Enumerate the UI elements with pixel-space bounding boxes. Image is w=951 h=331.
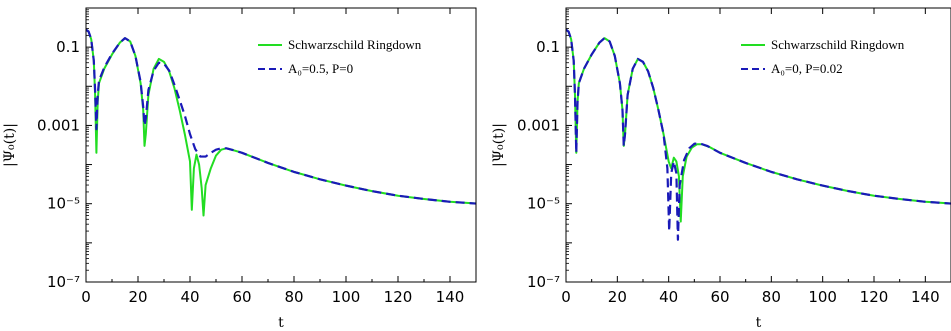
chart-panel-1: 0 20 40 60 80 100 120 140 10⁻⁷ 10⁻⁵ 0.001 0.1 t |Ψ₀(t… bbox=[2, 8, 476, 331]
x-tick-label: 80 bbox=[762, 288, 781, 306]
x-tick-label: 20 bbox=[608, 288, 627, 306]
x-axis-label: t bbox=[756, 315, 762, 331]
x-tick-label: 0 bbox=[561, 288, 571, 306]
legend-label: A₀=0, P=0.02 bbox=[771, 61, 843, 76]
chart-panel-2: 0 20 40 60 80 100 120 140 10⁻⁷ 10⁻⁵ 0.001 0.1 t |Ψ₀(t… bbox=[491, 8, 951, 331]
legend: Schwarzschild Ringdown A₀=0.5, P=0 bbox=[258, 37, 422, 76]
legend-label: Schwarzschild Ringdown bbox=[288, 37, 422, 52]
x-tick-label: 60 bbox=[232, 288, 251, 306]
x-tick-label: 140 bbox=[911, 288, 940, 306]
y-axis-label: |Ψ₀(t)| bbox=[2, 123, 18, 167]
x-tick-label: 60 bbox=[710, 288, 729, 306]
x-tick-label: 80 bbox=[284, 288, 303, 306]
x-tick-label: 40 bbox=[659, 288, 678, 306]
y-tick-label: 0.001 bbox=[517, 116, 560, 134]
x-tick-label: 140 bbox=[436, 288, 465, 306]
series-line-2 bbox=[86, 30, 476, 204]
x-tick-label: 100 bbox=[808, 288, 837, 306]
legend-label: A₀=0.5, P=0 bbox=[288, 61, 353, 76]
y-tick-label: 10⁻⁷ bbox=[527, 273, 560, 291]
x-axis-label: t bbox=[278, 315, 284, 331]
y-tick-label: 0.1 bbox=[536, 38, 560, 56]
legend-label: Schwarzschild Ringdown bbox=[771, 37, 905, 52]
y-tick-label: 10⁻⁵ bbox=[47, 195, 80, 213]
x-tick-label: 100 bbox=[332, 288, 361, 306]
x-tick-label: 0 bbox=[81, 288, 91, 306]
y-tick-label: 10⁻⁷ bbox=[47, 273, 80, 291]
legend: Schwarzschild Ringdown A₀=0, P=0.02 bbox=[741, 37, 905, 76]
y-axis-label: |Ψ₀(t)| bbox=[491, 123, 507, 167]
y-tick-label: 0.1 bbox=[56, 38, 80, 56]
x-tick-label: 20 bbox=[128, 288, 147, 306]
x-tick-label: 40 bbox=[180, 288, 199, 306]
x-tick-label: 120 bbox=[384, 288, 413, 306]
x-tick-label: 120 bbox=[860, 288, 889, 306]
y-tick-label: 0.001 bbox=[37, 116, 80, 134]
y-tick-label: 10⁻⁵ bbox=[527, 195, 560, 213]
